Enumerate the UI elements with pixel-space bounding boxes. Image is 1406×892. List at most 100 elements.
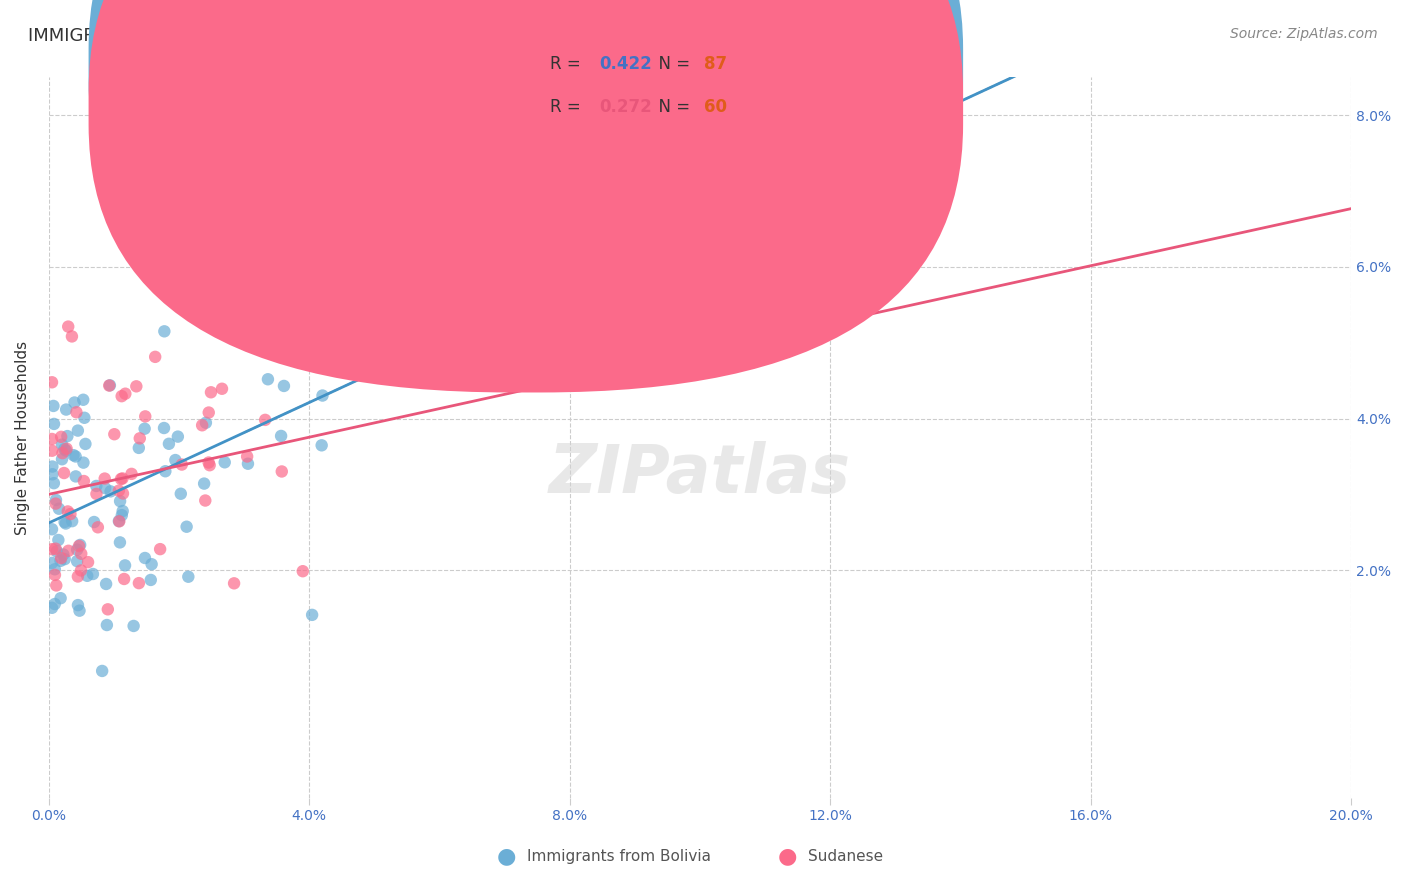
Point <box>45 544 67 558</box>
Point <box>176 519 198 533</box>
Point <box>112 572 135 586</box>
Text: ZIPatlas: ZIPatlas <box>548 441 851 507</box>
Point <box>86 487 108 501</box>
Point <box>66 554 89 568</box>
Point <box>214 455 236 469</box>
Point <box>41 432 63 446</box>
Point <box>128 576 150 591</box>
Point <box>62 448 84 462</box>
Point <box>177 570 200 584</box>
Point <box>65 405 87 419</box>
Point <box>63 395 86 409</box>
Point <box>134 409 156 424</box>
Point <box>257 372 280 386</box>
Point <box>69 538 91 552</box>
Point <box>170 487 193 501</box>
Text: N =: N = <box>648 98 696 116</box>
Point <box>45 541 67 556</box>
Point <box>128 431 150 445</box>
Point <box>311 438 333 452</box>
Point <box>111 389 134 403</box>
Point <box>194 416 217 430</box>
Point <box>48 533 70 547</box>
Point <box>86 479 108 493</box>
Point <box>60 329 83 343</box>
Point <box>58 543 80 558</box>
Point <box>67 539 90 553</box>
Point <box>270 465 292 479</box>
Point <box>44 562 66 576</box>
Text: ●: ● <box>496 847 516 866</box>
Point <box>42 476 65 491</box>
Point <box>122 619 145 633</box>
Point <box>41 443 63 458</box>
Point <box>72 456 94 470</box>
Point <box>149 542 172 557</box>
Point <box>42 399 65 413</box>
Point <box>114 386 136 401</box>
Point <box>59 507 82 521</box>
Point <box>211 382 233 396</box>
Point <box>73 410 96 425</box>
Point <box>65 469 87 483</box>
Point <box>143 350 166 364</box>
Point <box>301 607 323 622</box>
Point <box>277 317 299 331</box>
Point <box>45 497 67 511</box>
Point <box>55 442 77 456</box>
Point <box>111 471 134 485</box>
Point <box>60 514 83 528</box>
Text: R =: R = <box>550 55 586 73</box>
Text: IMMIGRANTS FROM BOLIVIA VS SUDANESE SINGLE FATHER HOUSEHOLDS CORRELATION CHART: IMMIGRANTS FROM BOLIVIA VS SUDANESE SING… <box>28 27 889 45</box>
Point <box>41 600 63 615</box>
Point <box>53 442 76 456</box>
Point <box>49 430 72 444</box>
Point <box>53 552 76 566</box>
Point <box>94 481 117 495</box>
Point <box>44 567 66 582</box>
Point <box>41 522 63 536</box>
Point <box>108 535 131 549</box>
Point <box>91 664 114 678</box>
Point <box>49 551 72 566</box>
Point <box>198 458 221 473</box>
Point <box>94 577 117 591</box>
Point <box>197 456 219 470</box>
Point <box>98 378 121 392</box>
Point <box>70 547 93 561</box>
Point <box>51 452 73 467</box>
Text: 87: 87 <box>704 55 727 73</box>
Point <box>66 542 89 557</box>
Point <box>108 483 131 498</box>
Point <box>311 388 333 402</box>
Point <box>83 515 105 529</box>
Point <box>49 591 72 606</box>
Point <box>165 453 187 467</box>
Point <box>75 437 97 451</box>
Text: 0.422: 0.422 <box>599 55 652 73</box>
Point <box>108 514 131 528</box>
Point <box>41 467 63 482</box>
Point <box>48 501 70 516</box>
Point <box>49 554 72 568</box>
Point <box>41 556 63 570</box>
Point <box>222 576 245 591</box>
Point <box>111 486 134 500</box>
Point <box>197 405 219 419</box>
Point <box>134 551 156 566</box>
Point <box>254 413 277 427</box>
Point <box>108 494 131 508</box>
Text: Source: ZipAtlas.com: Source: ZipAtlas.com <box>1230 27 1378 41</box>
Point <box>114 558 136 573</box>
Point <box>58 319 80 334</box>
Point <box>97 602 120 616</box>
Point <box>72 392 94 407</box>
Point <box>236 450 259 464</box>
Point <box>66 598 89 612</box>
Text: 0.272: 0.272 <box>599 98 652 116</box>
Point <box>506 275 529 289</box>
Point <box>121 467 143 481</box>
Point <box>70 563 93 577</box>
Point <box>55 443 77 458</box>
Text: Immigrants from Bolivia: Immigrants from Bolivia <box>527 849 711 863</box>
